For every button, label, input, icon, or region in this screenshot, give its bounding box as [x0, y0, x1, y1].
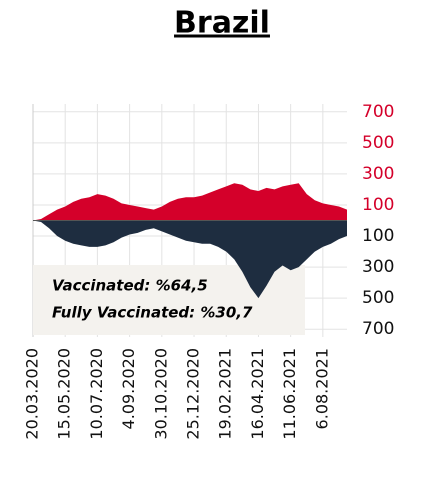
chart-title: Brazil [174, 6, 270, 41]
y-tick-label: 300 [362, 164, 394, 184]
x-tick-label: 20.03.2020 [23, 348, 42, 440]
x-tick-label: 25.12.2020 [184, 348, 203, 440]
x-tick-label: 30.10.2020 [151, 348, 170, 440]
x-tick-label: 6.08.2021 [312, 348, 331, 429]
y-tick-label: 100 [362, 226, 394, 246]
x-tick-label: 4.09.2020 [119, 348, 138, 429]
area [33, 183, 347, 221]
annotation: Fully Vaccinated: %30,7 [52, 304, 253, 322]
annotation: Vaccinated: %64,5 [52, 277, 208, 295]
y-tick-label: 500 [362, 288, 394, 308]
area [33, 220, 347, 299]
x-tick-label: 16.04.2021 [248, 348, 267, 440]
y-tick-label: 500 [362, 133, 394, 153]
y-tick-label: 300 [362, 257, 394, 277]
x-tick-label: 10.07.2020 [87, 348, 106, 440]
y-tick-label: 700 [362, 319, 394, 339]
y-tick-label: 100 [362, 195, 394, 215]
y-tick-label: 700 [362, 102, 394, 122]
areas [33, 183, 347, 299]
x-tick-label: 19.02.2021 [216, 348, 235, 440]
x-tick-label: 15.05.2020 [55, 348, 74, 440]
x-tick-label: 11.06.2021 [280, 348, 299, 440]
